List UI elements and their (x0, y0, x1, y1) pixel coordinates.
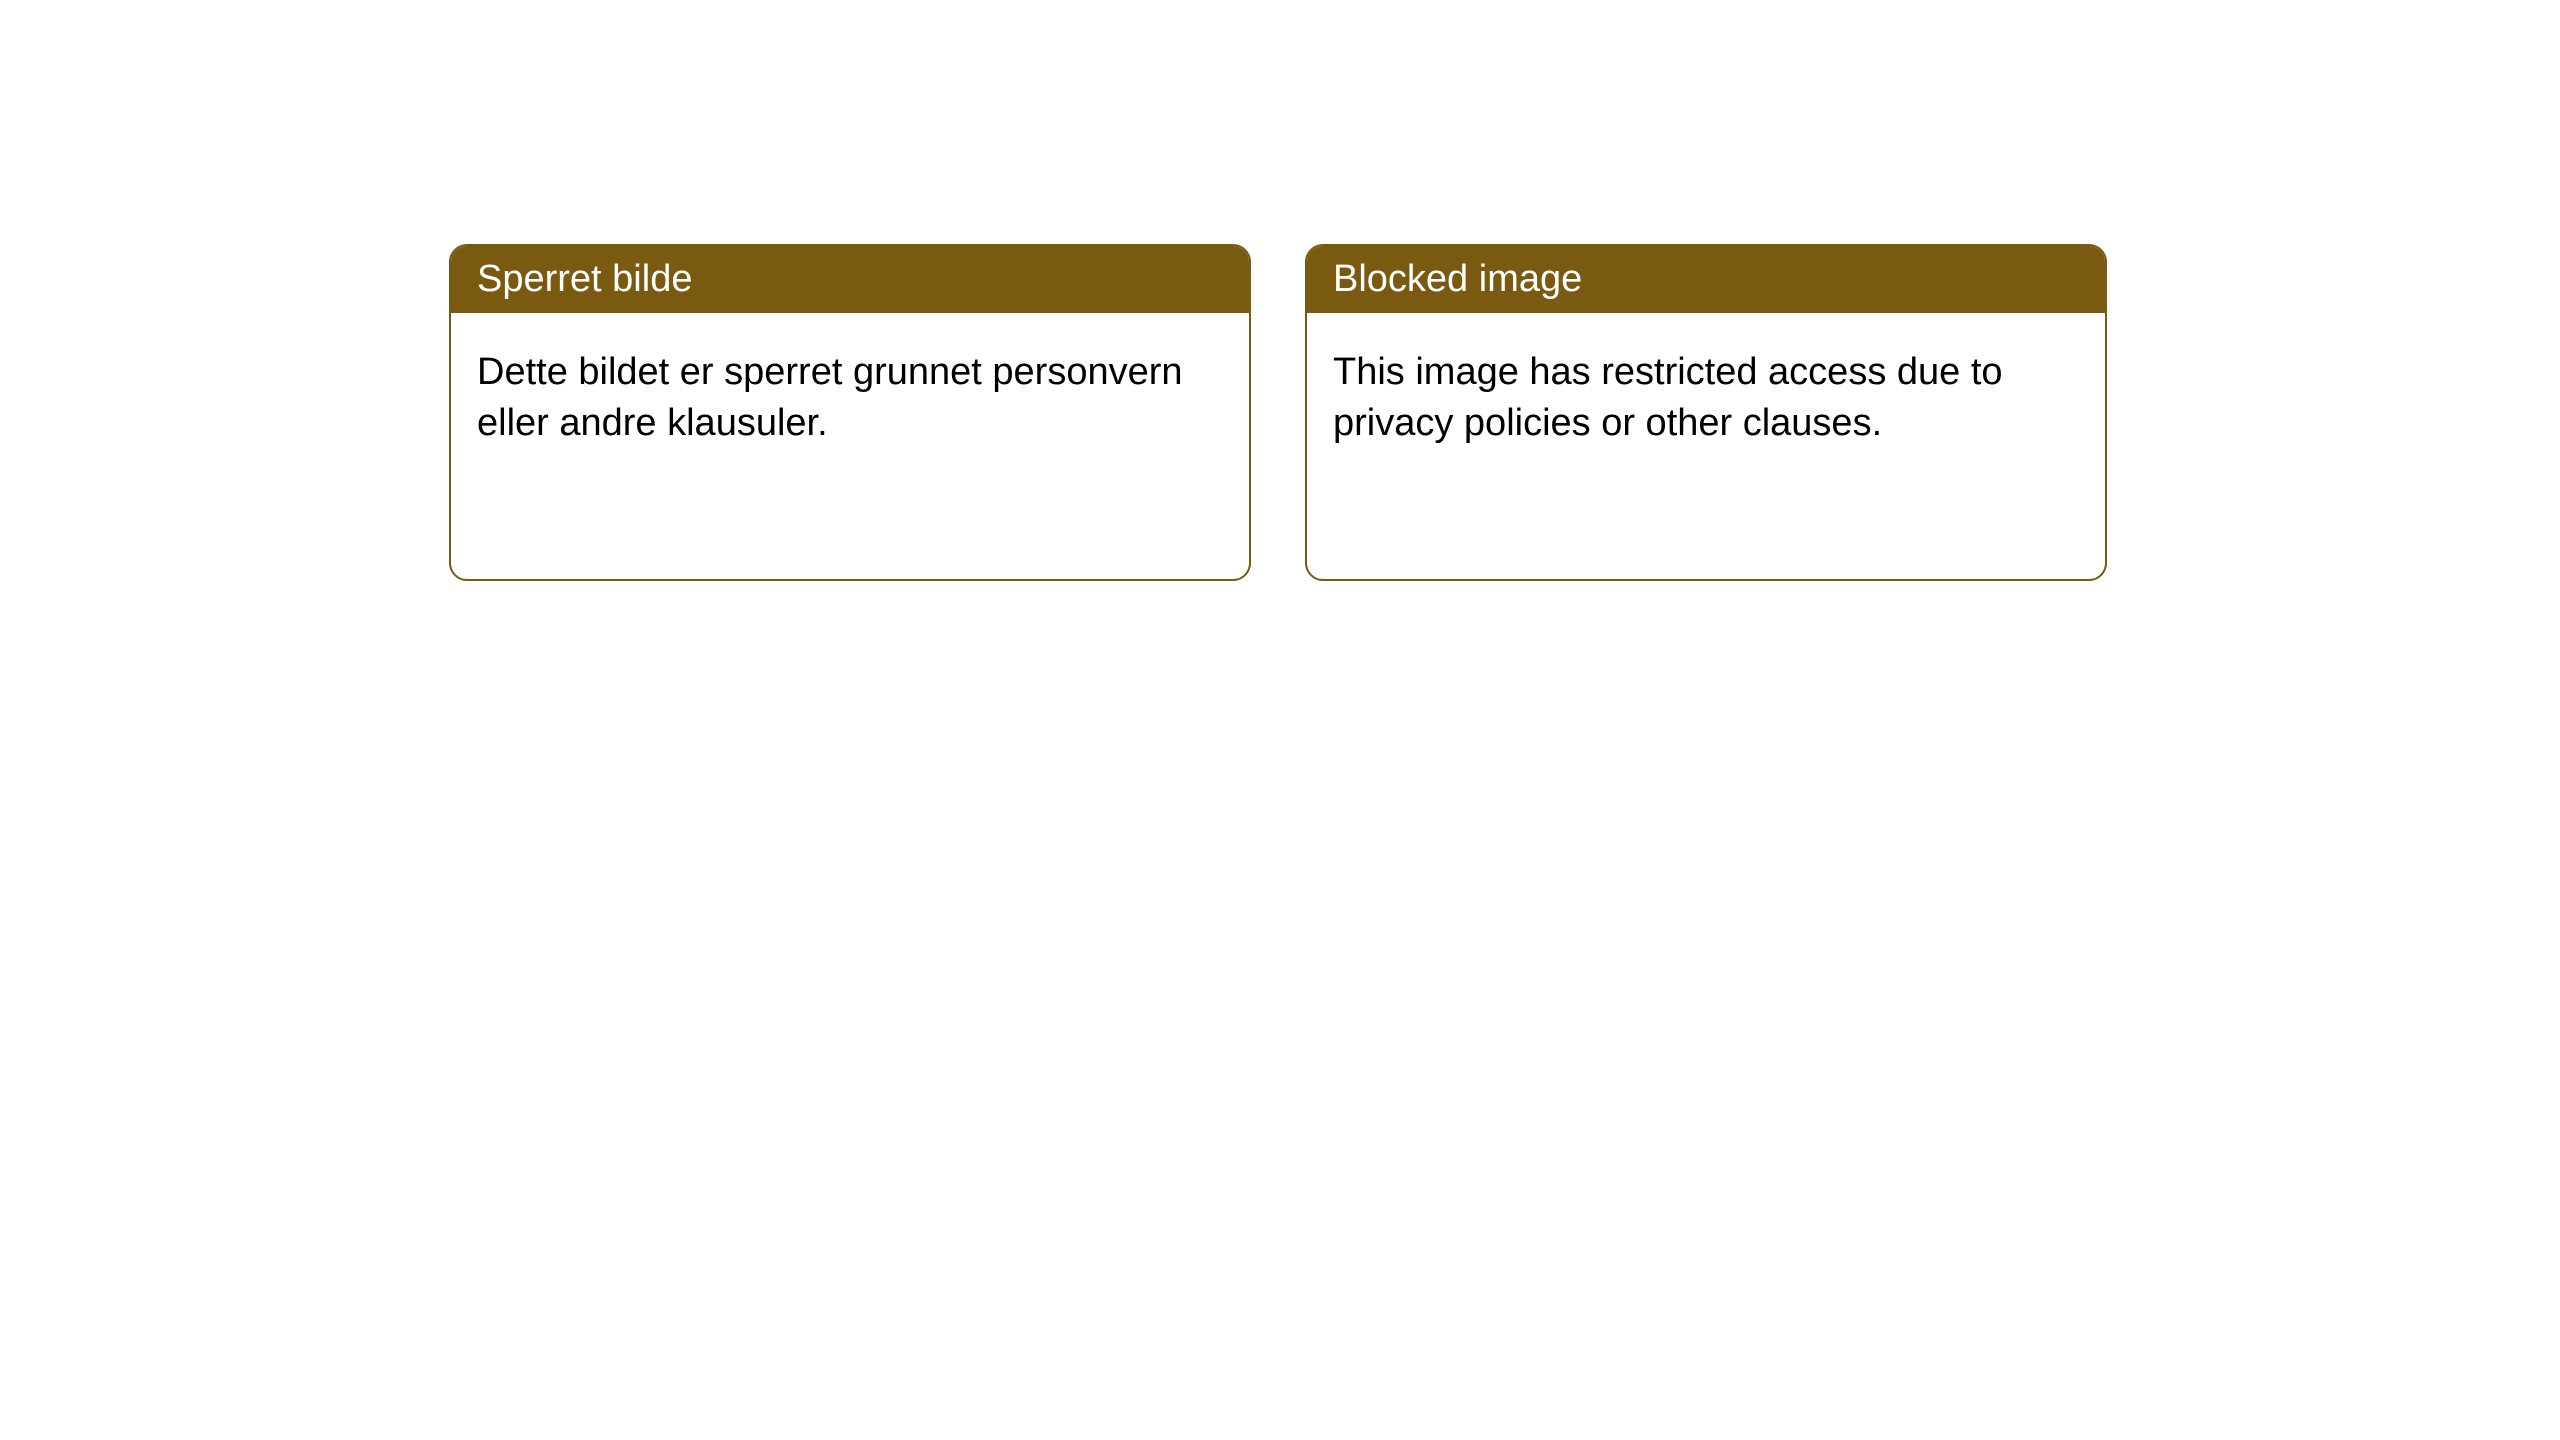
card-header: Sperret bilde (451, 246, 1249, 313)
notice-card-container: Sperret bilde Dette bildet er sperret gr… (449, 244, 2107, 581)
notice-card-norwegian: Sperret bilde Dette bildet er sperret gr… (449, 244, 1251, 581)
card-body-text: Dette bildet er sperret grunnet personve… (477, 351, 1183, 444)
card-header: Blocked image (1307, 246, 2105, 313)
card-body: Dette bildet er sperret grunnet personve… (451, 313, 1249, 484)
card-title: Sperret bilde (477, 258, 692, 300)
card-body-text: This image has restricted access due to … (1333, 351, 2003, 444)
notice-card-english: Blocked image This image has restricted … (1305, 244, 2107, 581)
card-title: Blocked image (1333, 258, 1582, 300)
card-body: This image has restricted access due to … (1307, 313, 2105, 484)
